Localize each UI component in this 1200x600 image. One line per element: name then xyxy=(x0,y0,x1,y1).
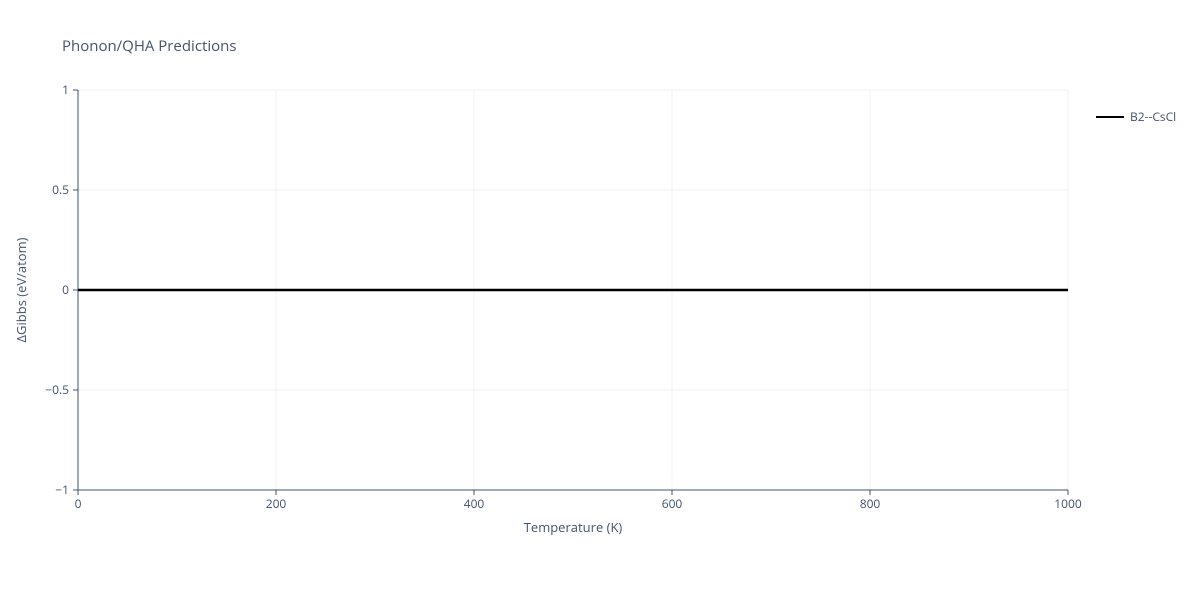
y-tick-label: 0.5 xyxy=(52,181,69,198)
x-tick-label: 400 xyxy=(464,495,485,512)
x-tick-label: 800 xyxy=(860,495,881,512)
x-tick-label: 200 xyxy=(266,495,287,512)
y-tick-label: 0 xyxy=(62,281,69,298)
y-tick-label: −0.5 xyxy=(45,381,69,398)
x-tick-label: 600 xyxy=(662,495,683,512)
y-tick-label: −1 xyxy=(55,481,69,498)
y-tick-label: 1 xyxy=(62,81,69,98)
x-axis-title: Temperature (K) xyxy=(524,518,623,536)
chart-root: Phonon/QHA Predictions 02004006008001000… xyxy=(0,0,1200,600)
legend-swatch xyxy=(1096,116,1124,118)
legend-label: B2--CsCl xyxy=(1130,108,1176,125)
x-tick-label: 1000 xyxy=(1054,495,1082,512)
chart-plot-svg: 0 200 400 600 800 1000 −1 −0.5 0 0.5 1 Temperature… xyxy=(0,0,1200,600)
x-tick-label: 0 xyxy=(75,495,82,512)
ticks-layer: 0 200 400 600 800 1000 −1 −0.5 0 0.5 1 xyxy=(45,81,1082,512)
y-axis-title: ΔGibbs (eV/atom) xyxy=(12,237,30,342)
legend-item[interactable]: B2--CsCl xyxy=(1096,108,1176,125)
